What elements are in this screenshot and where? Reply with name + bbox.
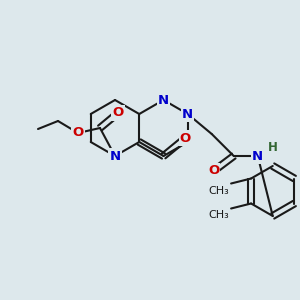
Text: N: N (110, 149, 121, 163)
Text: O: O (208, 164, 219, 178)
Text: N: N (252, 149, 263, 163)
Text: CH₃: CH₃ (208, 211, 229, 220)
Text: O: O (72, 127, 84, 140)
Text: O: O (180, 131, 191, 145)
Text: N: N (182, 107, 193, 121)
Text: H: H (268, 141, 278, 154)
Text: CH₃: CH₃ (208, 185, 229, 196)
Text: O: O (112, 106, 124, 119)
Text: N: N (158, 94, 169, 106)
